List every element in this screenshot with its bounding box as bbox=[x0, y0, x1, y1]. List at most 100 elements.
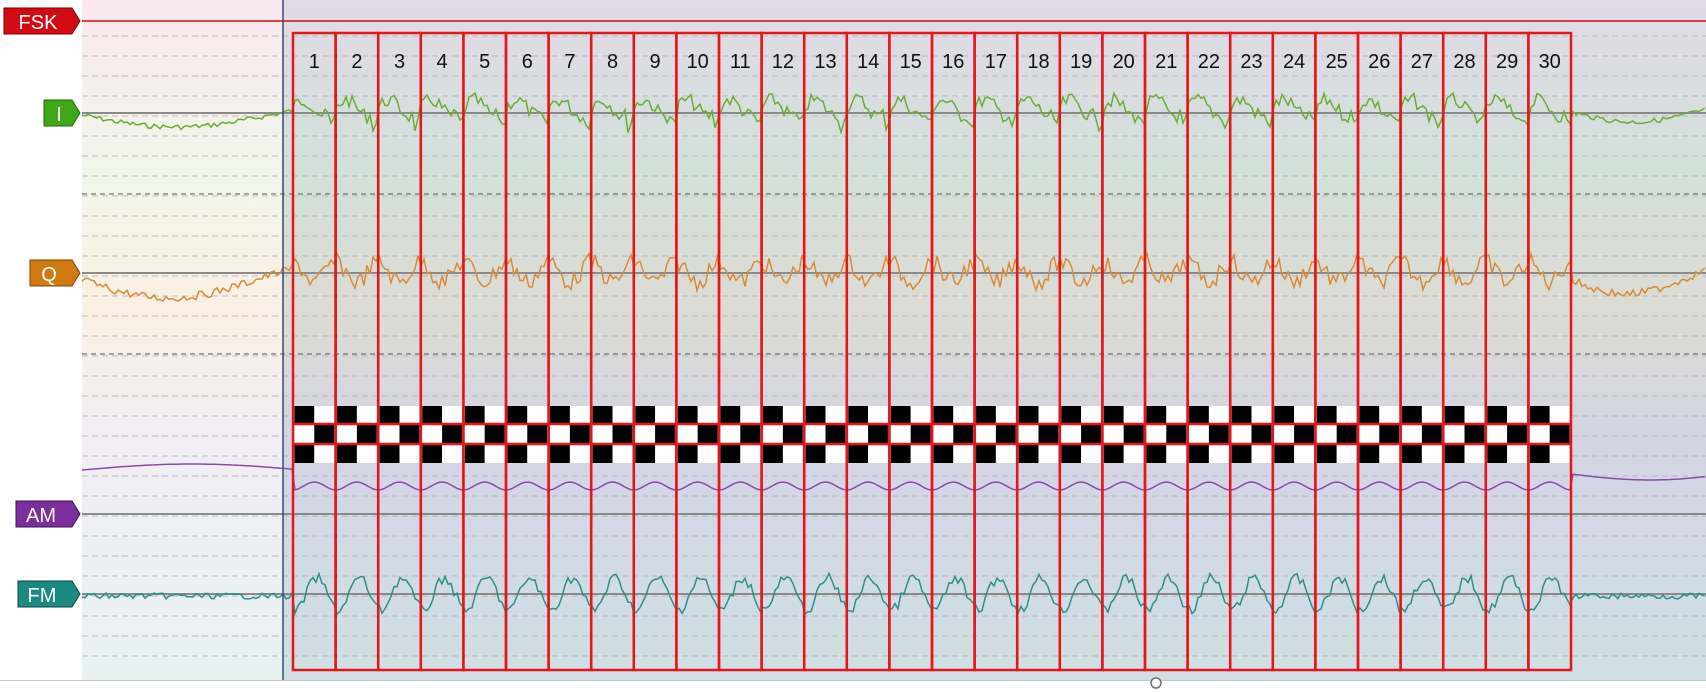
fsk-symbol-cell bbox=[337, 425, 357, 444]
fsk-symbol-cell bbox=[825, 425, 846, 444]
fsk-symbol-cell bbox=[953, 406, 974, 425]
fsk-symbol-cell bbox=[1294, 406, 1314, 425]
fsk-symbol-cell bbox=[592, 406, 613, 425]
fsk-symbol-cell bbox=[422, 425, 443, 444]
fsk-symbol-cell bbox=[890, 406, 911, 425]
fsk-symbol-cell bbox=[655, 406, 675, 425]
fsk-symbol-cell bbox=[1487, 425, 1508, 444]
fsk-symbol-cell bbox=[1208, 425, 1229, 444]
fsk-symbol-cell bbox=[1402, 425, 1422, 444]
fsk-symbol-cell bbox=[677, 406, 698, 425]
fsk-symbol-cell bbox=[1294, 444, 1314, 463]
fsk-symbol-cell bbox=[507, 444, 528, 463]
fsk-symbol-cell bbox=[763, 406, 783, 425]
segment-number: 29 bbox=[1496, 51, 1518, 73]
segment-number: 7 bbox=[564, 51, 575, 73]
segment-number: 13 bbox=[814, 51, 836, 73]
fsk-symbol-cell bbox=[1336, 406, 1357, 425]
fsk-symbol-cell bbox=[464, 425, 485, 444]
fsk-symbol-cell bbox=[1123, 406, 1144, 425]
fsk-symbol-cell bbox=[1038, 425, 1059, 444]
fsk-symbol-cell bbox=[720, 444, 741, 463]
fsk-symbol-cell bbox=[995, 444, 1016, 463]
fsk-symbol-cell bbox=[484, 425, 505, 444]
fsk-symbol-cell bbox=[655, 444, 675, 463]
fsk-symbol-cell bbox=[655, 425, 675, 444]
segment-number: 22 bbox=[1198, 51, 1220, 73]
fsk-symbol-cell bbox=[697, 444, 718, 463]
fsk-symbol-cell bbox=[1444, 425, 1465, 444]
fsk-symbol-cell bbox=[1316, 406, 1337, 425]
fsk-symbol-cell bbox=[782, 444, 803, 463]
fsk-symbol-cell bbox=[1018, 406, 1039, 425]
segment-number: 6 bbox=[522, 51, 533, 73]
segment-box[interactable] bbox=[1527, 31, 1573, 672]
fsk-symbol-cell bbox=[1359, 425, 1380, 444]
fsk-symbol-cell bbox=[976, 425, 996, 444]
fsk-symbol-cell bbox=[1444, 406, 1465, 425]
fsk-symbol-cell bbox=[507, 425, 528, 444]
fsk-symbol-cell bbox=[1146, 406, 1167, 425]
fsk-symbol-cell bbox=[1166, 444, 1187, 463]
fsk-symbol-cell bbox=[1189, 406, 1209, 425]
fsk-symbol-cell bbox=[337, 444, 357, 463]
segment-number: 3 bbox=[394, 51, 405, 73]
segment-number: 30 bbox=[1539, 51, 1561, 73]
segment-number: 8 bbox=[607, 51, 618, 73]
fsk-symbol-cell bbox=[720, 425, 741, 444]
fsk-symbol-cell bbox=[294, 425, 315, 444]
fsk-symbol-cell bbox=[1208, 444, 1229, 463]
fsk-symbol-cell bbox=[1529, 444, 1550, 463]
fsk-symbol-cell bbox=[1529, 425, 1550, 444]
fsk-symbol-cell bbox=[1123, 425, 1144, 444]
channel-label-q: Q bbox=[41, 264, 57, 286]
fsk-symbol-cell bbox=[314, 425, 335, 444]
channel-tag-fm[interactable]: FM bbox=[17, 580, 81, 608]
fsk-symbol-cell bbox=[442, 406, 462, 425]
fsk-symbol-cell bbox=[1359, 406, 1380, 425]
am-trace bbox=[81, 463, 1706, 491]
fsk-symbol-cell bbox=[527, 406, 548, 425]
fsk-symbol-cell bbox=[569, 444, 590, 463]
fsk-symbol-cell bbox=[1018, 425, 1039, 444]
fsk-symbol-cell bbox=[910, 444, 931, 463]
scroll-position-handle[interactable] bbox=[1150, 677, 1162, 689]
fsk-symbol-cell bbox=[356, 444, 377, 463]
fsk-symbol-cell bbox=[825, 406, 846, 425]
channel-tag-am[interactable]: AM bbox=[15, 500, 81, 528]
horizontal-scrollbar[interactable] bbox=[0, 680, 1706, 692]
fsk-symbol-cell bbox=[1379, 425, 1400, 444]
fsk-symbol-cell bbox=[1061, 425, 1082, 444]
fsk-symbol-cell bbox=[953, 425, 974, 444]
fsk-symbol-cell bbox=[995, 406, 1016, 425]
fsk-symbol-cell bbox=[1464, 444, 1485, 463]
channel-tag-i[interactable]: I bbox=[43, 99, 81, 127]
fsk-symbol-cell bbox=[507, 406, 528, 425]
channel-tag-q[interactable]: Q bbox=[29, 259, 81, 287]
segment-number: 28 bbox=[1453, 51, 1475, 73]
fsk-symbol-cell bbox=[1549, 444, 1570, 463]
fsk-symbol-cell bbox=[484, 444, 505, 463]
segment-number: 24 bbox=[1283, 51, 1305, 73]
fsk-symbol-cell bbox=[1529, 406, 1550, 425]
fsk-symbol-cell bbox=[379, 406, 400, 425]
segment-number: 17 bbox=[985, 51, 1007, 73]
fsk-symbol-cell bbox=[1251, 444, 1272, 463]
fsk-symbol-cell bbox=[442, 444, 462, 463]
fsk-symbol-cell bbox=[933, 425, 954, 444]
segment-number: 21 bbox=[1155, 51, 1177, 73]
segment-number: 16 bbox=[942, 51, 964, 73]
fsk-symbol-cell bbox=[868, 406, 888, 425]
fsk-symbol-cell bbox=[953, 444, 974, 463]
fsk-symbol-cell bbox=[592, 425, 613, 444]
fsk-symbol-cell bbox=[422, 444, 443, 463]
fsk-symbol-cell bbox=[1081, 406, 1101, 425]
fsk-symbol-cell bbox=[1507, 444, 1527, 463]
segment-number: 27 bbox=[1411, 51, 1433, 73]
fsk-symbol-cell bbox=[1549, 425, 1570, 444]
fsk-symbol-cell bbox=[592, 444, 613, 463]
fsk-symbol-cell bbox=[1038, 406, 1059, 425]
channel-tag-fsk[interactable]: FSK bbox=[3, 7, 81, 35]
